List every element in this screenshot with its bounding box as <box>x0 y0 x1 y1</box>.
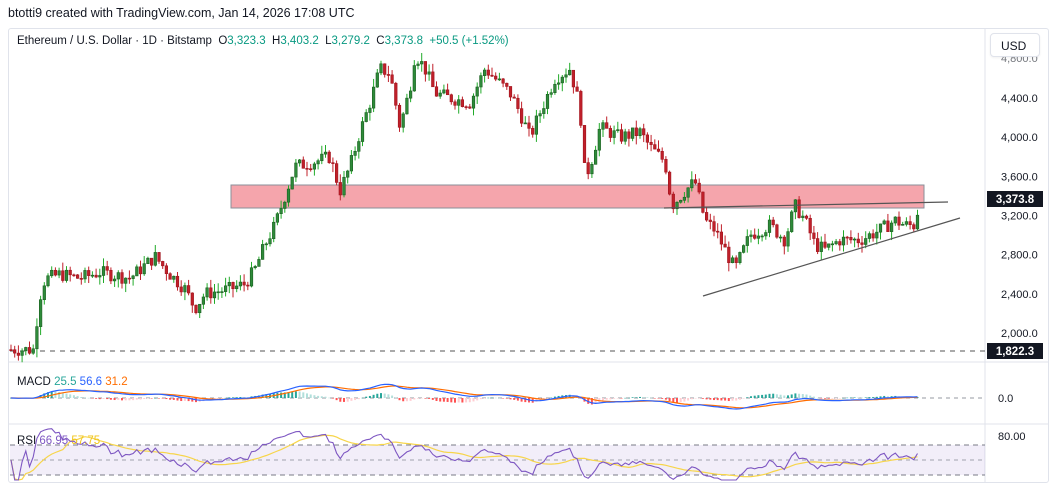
chart-attribution: btotti9 created with TradingView.com, Ja… <box>8 6 355 20</box>
price-axis-tick: 4,400.0 <box>1001 93 1038 105</box>
open-value: 3,323.3 <box>227 35 266 47</box>
price-axis-tick: 3,200.0 <box>1001 210 1038 222</box>
price-axis-tick: 2,000.0 <box>1001 328 1038 340</box>
rsi-label: RSI <box>17 435 37 447</box>
macd-axis-tick: 0.0 <box>998 393 1013 405</box>
svg-text:3,373.8: 3,373.8 <box>996 194 1035 206</box>
resistance-zone[interactable] <box>230 184 925 209</box>
macd-signal-value: 31.2 <box>105 376 128 388</box>
macd-histogram <box>10 391 919 405</box>
high-label: H <box>272 35 281 47</box>
high-value: 3,403.2 <box>280 35 319 47</box>
rsi-legend[interactable]: RSI 66.95 57.75 <box>17 435 100 447</box>
currency-button[interactable]: USD <box>990 33 1040 57</box>
close-label: C <box>376 35 385 47</box>
price-axis-tick: 4,000.0 <box>1001 132 1038 144</box>
rsi-axis-tick: 80.00 <box>998 431 1026 443</box>
symbol-name[interactable]: Ethereum / U.S. Dollar · 1D · Bitstamp <box>17 35 212 47</box>
macd-label: MACD <box>17 376 51 388</box>
rising-trendline[interactable] <box>702 217 961 297</box>
symbol-legend: Ethereum / U.S. Dollar · 1D · Bitstamp O… <box>17 35 509 47</box>
svg-text:1,822.3: 1,822.3 <box>996 346 1034 358</box>
macd-hist-value: 25.5 <box>54 376 77 388</box>
macd-line-value: 56.6 <box>79 376 103 388</box>
chart-frame <box>8 28 1049 483</box>
flat-trendline[interactable] <box>663 201 949 209</box>
price-axis-tick: 2,400.0 <box>1001 289 1038 301</box>
rsi-ma-line <box>10 434 918 481</box>
last-price-tag: 3,373.8 <box>987 191 1043 207</box>
price-axis-tick: 2,800.0 <box>1001 250 1038 262</box>
low-value: 3,279.2 <box>331 35 370 47</box>
change-value: +50.5 (+1.52%) <box>429 35 509 47</box>
open-label: O <box>218 35 228 47</box>
close-value: 3,373.8 <box>384 35 423 47</box>
low-label: L <box>325 35 332 47</box>
macd-line <box>10 383 918 410</box>
rsi-value: 66.95 <box>39 435 69 447</box>
candlestick-series[interactable] <box>9 52 920 363</box>
horizontal-line-price-tag: 1,822.3 <box>987 343 1043 359</box>
rsi-ma-value: 57.75 <box>71 435 101 447</box>
macd-legend[interactable]: MACD 25.5 56.6 31.2 <box>17 376 128 388</box>
rsi-line <box>10 428 918 481</box>
price-axis-tick: 3,600.0 <box>1001 171 1038 183</box>
